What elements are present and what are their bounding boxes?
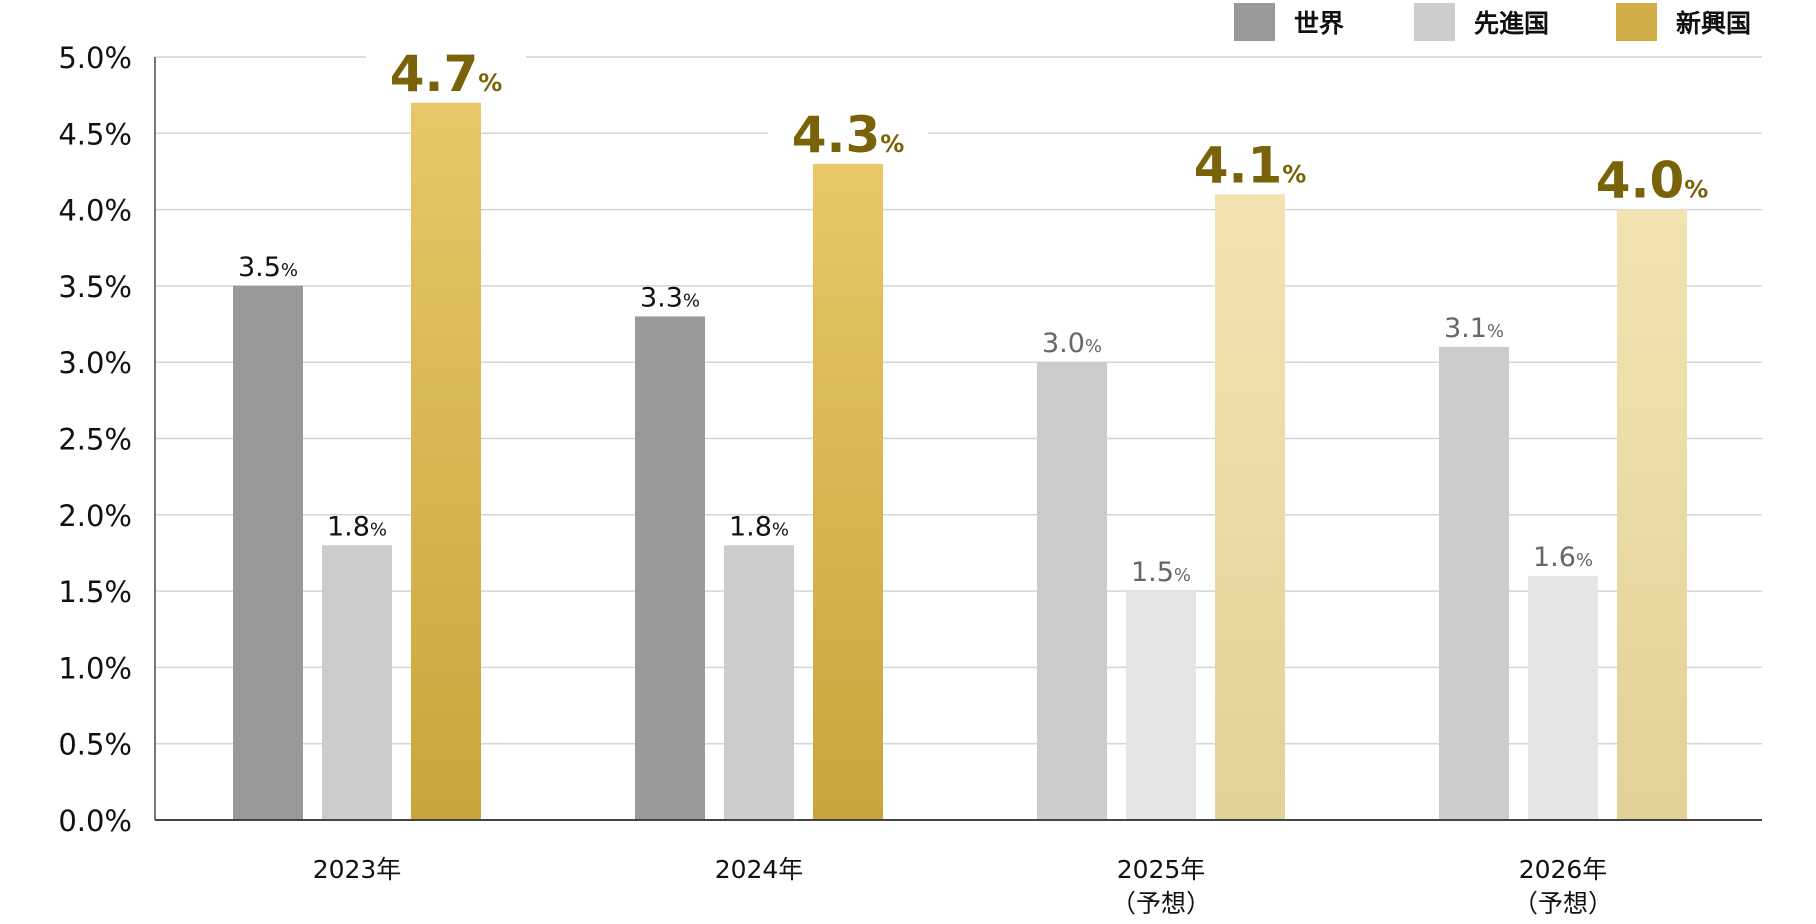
- data-label: 1.5%: [1131, 557, 1191, 588]
- data-label: 3.3%: [640, 282, 700, 313]
- legend-label: 新興国: [1676, 9, 1751, 38]
- y-tick-label: 3.5%: [58, 270, 132, 304]
- bar-0-0: [233, 285, 303, 820]
- axes: 0.0%0.5%1.0%1.5%2.0%2.5%3.0%3.5%4.0%4.5%…: [58, 41, 1762, 918]
- bar-2-1: [813, 163, 883, 820]
- data-label: 4.1%: [1194, 136, 1307, 194]
- y-tick-label: 5.0%: [58, 41, 132, 75]
- y-tick-label: 4.5%: [58, 117, 132, 151]
- x-tick-label-sub: （予想）: [1513, 889, 1613, 918]
- data-label-unit: %: [281, 260, 298, 281]
- data-label-unit: %: [880, 130, 904, 158]
- y-tick-label: 1.5%: [58, 575, 132, 609]
- bar-1-3: [1528, 575, 1598, 820]
- data-label: 3.5%: [238, 252, 298, 283]
- data-label-value: 1.8: [729, 511, 772, 542]
- data-label-bg: [366, 46, 526, 95]
- bar-2-0: [411, 102, 481, 820]
- bar-0-1: [635, 316, 705, 820]
- gridlines: [155, 56, 1762, 745]
- y-tick-label: 0.0%: [58, 804, 132, 838]
- data-label-unit: %: [1576, 550, 1593, 571]
- data-label-unit: %: [1085, 336, 1102, 357]
- legend-label: 先進国: [1474, 9, 1549, 38]
- data-label-value: 4.7: [390, 45, 479, 103]
- x-tick-label: 2024年: [715, 855, 804, 884]
- data-label-value: 4.1: [1194, 136, 1283, 194]
- data-label-value: 4.0: [1596, 152, 1685, 210]
- data-label-unit: %: [478, 69, 502, 97]
- data-label-value: 1.6: [1533, 542, 1576, 573]
- bar-0-3: [1439, 346, 1509, 820]
- data-label-value: 1.5: [1131, 557, 1174, 588]
- legend: 世界 先進国 新興国: [1234, 3, 1751, 41]
- data-label: 1.8%: [729, 511, 789, 542]
- data-label-unit: %: [1174, 565, 1191, 586]
- bar-0-2: [1037, 362, 1107, 820]
- legend-swatch: [1234, 3, 1275, 41]
- data-label: 4.0%: [1596, 152, 1709, 210]
- bar-1-0: [322, 545, 392, 820]
- data-label-value: 3.3: [640, 282, 683, 313]
- data-label: 1.6%: [1533, 542, 1593, 573]
- data-label: 3.1%: [1444, 313, 1504, 344]
- data-label-unit: %: [772, 519, 789, 540]
- bar-2-2: [1215, 194, 1285, 821]
- y-tick-label: 0.5%: [58, 728, 132, 762]
- data-label-bg: [1170, 138, 1330, 187]
- data-label: 4.7%: [390, 45, 503, 103]
- legend-swatch: [1414, 3, 1455, 41]
- y-tick-label: 2.5%: [58, 423, 132, 457]
- data-label-unit: %: [1487, 321, 1504, 342]
- data-label-bg: [1572, 153, 1732, 202]
- x-tick-label-sub: （予想）: [1111, 889, 1211, 918]
- data-label-value: 4.3: [792, 106, 881, 164]
- data-label-value: 1.8: [327, 511, 370, 542]
- data-label: 3.0%: [1042, 328, 1102, 359]
- bar-1-1: [724, 545, 794, 820]
- y-tick-label: 3.0%: [58, 346, 132, 380]
- bar-1-2: [1126, 591, 1196, 820]
- y-tick-label: 4.0%: [58, 194, 132, 228]
- data-label-value: 3.0: [1042, 328, 1085, 359]
- x-tick-label: 2026年: [1519, 855, 1608, 884]
- bar-2-3: [1617, 209, 1687, 821]
- x-tick-label: 2025年: [1117, 855, 1206, 884]
- data-label-unit: %: [683, 290, 700, 311]
- data-label-value: 3.1: [1444, 313, 1487, 344]
- data-label-bg: [768, 107, 928, 156]
- y-tick-label: 2.0%: [58, 499, 132, 533]
- data-label-unit: %: [1684, 176, 1708, 204]
- data-label-value: 3.5: [238, 252, 281, 283]
- x-tick-label: 2023年: [313, 855, 402, 884]
- bars: 3.5%1.8%4.7%3.3%1.8%4.3%3.0%1.5%4.1%3.1%…: [233, 45, 1732, 821]
- data-label-unit: %: [370, 519, 387, 540]
- data-label: 4.3%: [792, 106, 905, 164]
- y-tick-label: 1.0%: [58, 651, 132, 685]
- data-label-unit: %: [1282, 160, 1306, 188]
- legend-label: 世界: [1294, 9, 1344, 38]
- legend-swatch: [1616, 3, 1657, 41]
- data-label: 1.8%: [327, 511, 387, 542]
